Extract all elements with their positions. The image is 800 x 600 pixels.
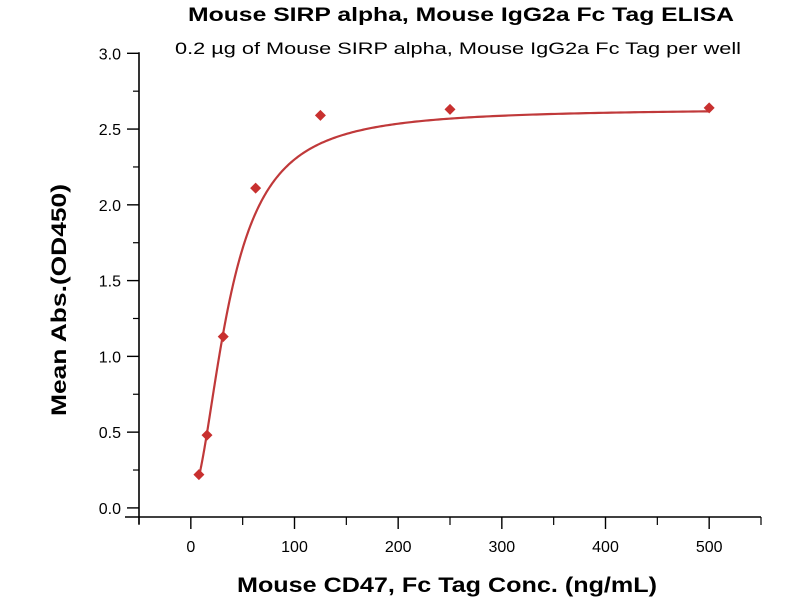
x-tick-label: 500 <box>696 539 723 556</box>
data-points-layer <box>193 102 715 481</box>
data-point-diamond <box>444 103 456 115</box>
y-tick-label: 1.5 <box>99 274 121 291</box>
data-point-diamond <box>217 331 229 343</box>
y-tick-label: 1.0 <box>99 349 121 366</box>
fit-curve-layer <box>197 110 710 477</box>
x-tick-label: 200 <box>385 539 412 556</box>
x-tick-label: 0 <box>186 539 195 556</box>
x-tick-label: 300 <box>488 539 515 556</box>
y-tick-label: 2.5 <box>99 122 121 139</box>
axes: 0.0 0.5 1.0 1.5 2.0 2.5 3.0 0 100 200 300 400 500 <box>99 46 762 556</box>
chart-title: Mouse SIRP alpha, Mouse IgG2a Fc Tag ELI… <box>188 5 734 26</box>
y-tick-label: 0.5 <box>99 425 121 442</box>
data-point-diamond <box>201 429 213 441</box>
x-tick-label: 100 <box>281 539 308 556</box>
data-point-diamond <box>314 109 326 121</box>
x-tick-label: 400 <box>592 539 619 556</box>
y-axis-label: Mean Abs.(OD450) <box>48 184 71 416</box>
data-point-diamond <box>703 102 715 114</box>
y-tick-label: 0.0 <box>99 501 121 518</box>
data-point-diamond <box>250 182 262 194</box>
chart-subtitle: 0.2 µg of Mouse SIRP alpha, Mouse IgG2a … <box>175 39 741 58</box>
y-tick-label: 2.0 <box>99 198 121 215</box>
data-point-diamond <box>193 469 205 481</box>
x-axis-label: Mouse CD47, Fc Tag Conc. (ng/mL) <box>237 574 657 597</box>
fit-curve-line <box>197 110 710 477</box>
y-tick-label: 3.0 <box>99 46 121 63</box>
